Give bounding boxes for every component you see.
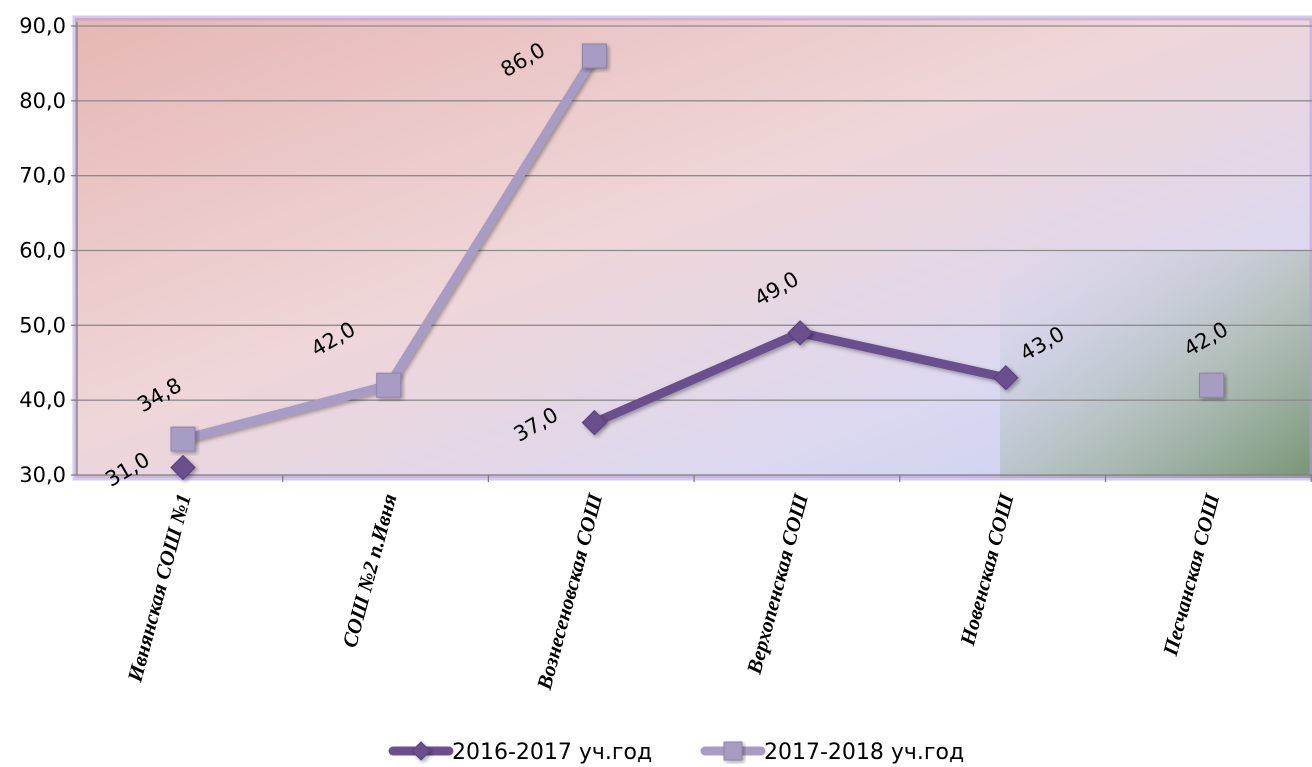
legend-label: 2016-2017 уч.год	[452, 740, 652, 765]
series-1-marker	[993, 365, 1019, 391]
y-tick-label: 30,0	[19, 463, 66, 487]
y-tick-label: 70,0	[19, 164, 66, 188]
x-category-label: Ивнянская СОШ №1	[122, 491, 196, 685]
y-axis-ticks: 30,0 40,0 50,0 60,0 70,0 80,0 90,0	[19, 14, 66, 487]
x-axis-categories: Ивнянская СОШ №1 СОШ №2 п.Ивня Вознесеновс…	[122, 490, 1224, 693]
legend: 2016-2017 уч.год 2017-2018 уч.год	[388, 740, 964, 765]
y-tick-label: 80,0	[19, 89, 66, 113]
y-tick-label: 90,0	[19, 14, 66, 38]
series-2-marker	[376, 372, 402, 398]
series-2-marker	[1199, 372, 1224, 398]
series-1-marker	[170, 454, 196, 481]
y-tick-label: 60,0	[19, 239, 66, 263]
gridlines	[77, 25, 1312, 401]
x-category-label: Песчанская СОШ	[1158, 490, 1225, 659]
x-category-label: СОШ №2 п.Ивня	[337, 491, 401, 650]
series-markers	[170, 43, 1224, 481]
series-1-marker	[787, 320, 813, 346]
legend-marker-2	[723, 741, 743, 761]
y-tick-label: 50,0	[19, 313, 66, 337]
series-1-marker	[581, 409, 608, 436]
x-category-label: Новенская СОШ	[955, 490, 1019, 649]
legend-label: 2017-2018 уч.год	[764, 740, 964, 765]
x-category-label: Вознесеновская СОШ	[532, 490, 608, 693]
plot-area	[72, 15, 1312, 481]
x-category-label: Верхопенская СОШ	[742, 490, 814, 678]
series-2-marker	[581, 43, 607, 69]
series-2-marker	[170, 426, 196, 452]
y-tick-label: 40,0	[19, 388, 66, 412]
legend-marker-1	[411, 741, 431, 761]
axes	[71, 22, 1312, 482]
